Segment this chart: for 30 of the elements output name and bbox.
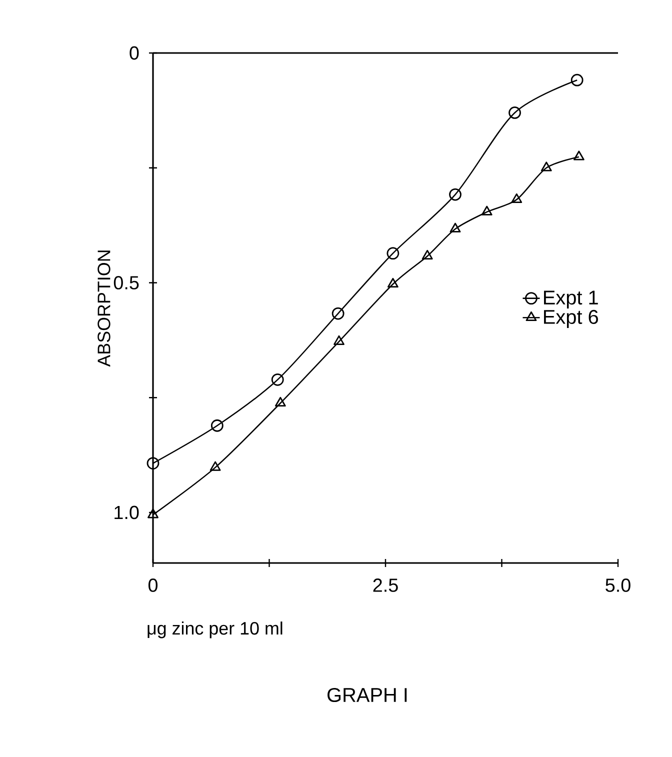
- point: [508, 106, 521, 119]
- x-axis-title: μg zinc per 10 ml: [148, 622, 282, 638]
- text: GRAPH I: [328, 688, 407, 702]
- legend-label: Expt 1: [544, 290, 598, 309]
- point: [387, 278, 398, 288]
- x-tick-label: 2.5: [373, 578, 398, 592]
- x-tick-label: 0: [148, 578, 158, 592]
- point: [210, 461, 221, 471]
- y-axis-title: ABSORPTION: [98, 250, 110, 367]
- point: [449, 188, 462, 201]
- point: [334, 335, 344, 345]
- point: [210, 419, 224, 432]
- point: [481, 206, 492, 216]
- point: [570, 74, 584, 86]
- point: [386, 247, 400, 260]
- point: [573, 150, 584, 160]
- point: [540, 162, 552, 172]
- point: [271, 373, 284, 386]
- y-tick-label: 0.5: [114, 276, 139, 290]
- y-tick-label: 1.0: [114, 506, 139, 520]
- point: [511, 193, 522, 204]
- point: [146, 457, 160, 470]
- point: [450, 222, 461, 232]
- y-tick-label: 0: [130, 46, 139, 60]
- x-tick-label: 5.0: [606, 578, 630, 592]
- point: [274, 396, 286, 407]
- point: [148, 508, 158, 518]
- point: [332, 307, 344, 320]
- point: [422, 250, 433, 260]
- legend-label: Expt 6: [544, 310, 598, 328]
